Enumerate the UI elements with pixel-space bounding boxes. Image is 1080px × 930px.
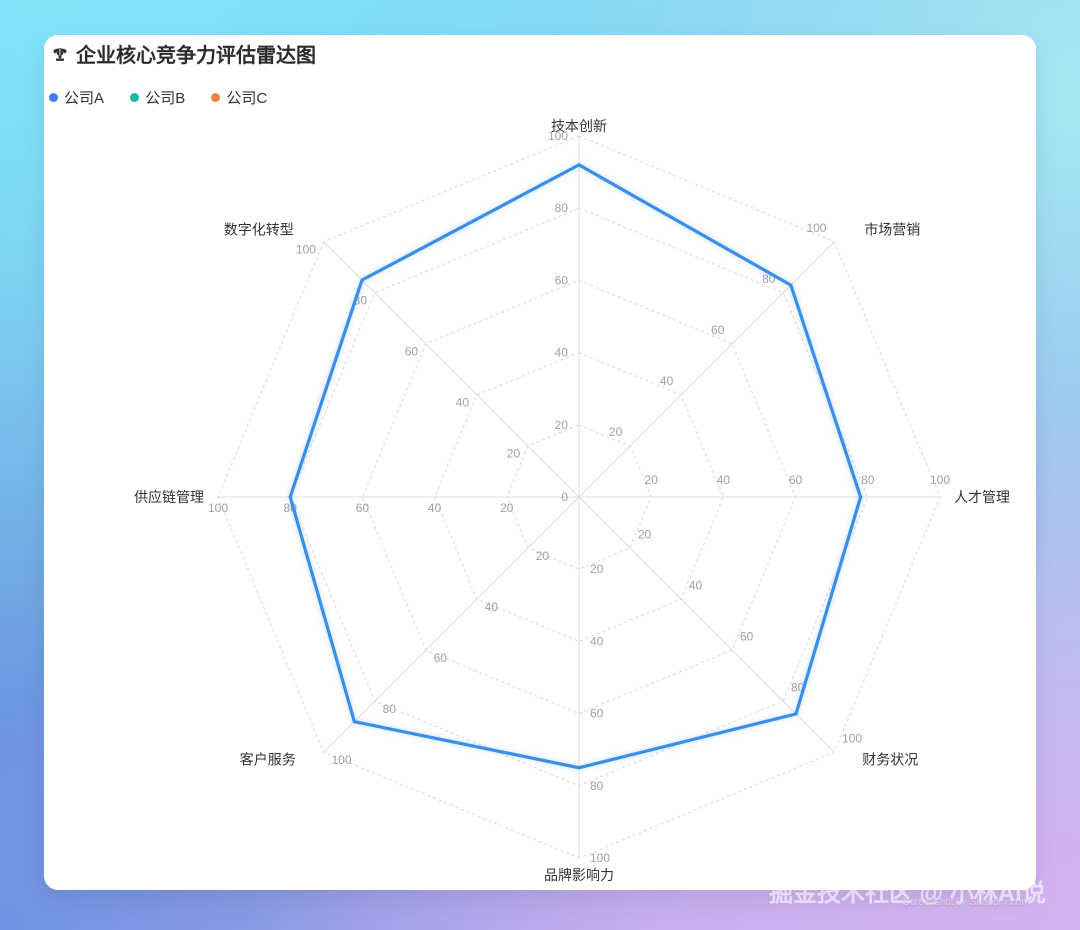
svg-text:40: 40 [590, 634, 604, 648]
svg-text:100: 100 [296, 243, 316, 257]
svg-text:40: 40 [485, 600, 499, 614]
svg-text:40: 40 [660, 374, 674, 388]
svg-text:数字化转型: 数字化转型 [224, 222, 294, 238]
svg-text:80: 80 [861, 473, 875, 487]
svg-text:20: 20 [555, 418, 569, 432]
svg-text:60: 60 [789, 473, 803, 487]
svg-text:财务状况: 财务状况 [862, 751, 918, 767]
svg-text:100: 100 [208, 501, 228, 515]
svg-text:60: 60 [740, 629, 754, 643]
svg-text:人才管理: 人才管理 [954, 489, 1010, 505]
svg-text:20: 20 [536, 549, 550, 563]
svg-text:80: 80 [383, 702, 397, 716]
svg-text:20: 20 [645, 473, 659, 487]
svg-text:60: 60 [405, 345, 419, 359]
svg-text:供应链管理: 供应链管理 [134, 489, 204, 505]
svg-text:20: 20 [507, 447, 521, 461]
svg-text:40: 40 [717, 473, 731, 487]
svg-text:80: 80 [590, 779, 604, 793]
svg-text:60: 60 [434, 651, 448, 665]
svg-text:客户服务: 客户服务 [240, 751, 296, 767]
svg-text:20: 20 [609, 425, 623, 439]
svg-text:100: 100 [590, 851, 610, 865]
svg-text:技本创新: 技本创新 [551, 118, 607, 134]
svg-text:60: 60 [590, 707, 604, 721]
svg-text:60: 60 [555, 273, 569, 287]
svg-text:100: 100 [930, 473, 950, 487]
svg-text:20: 20 [590, 562, 604, 576]
svg-text:40: 40 [428, 501, 442, 515]
svg-text:品牌影响力: 品牌影响力 [544, 867, 614, 883]
svg-text:40: 40 [456, 396, 470, 410]
svg-text:100: 100 [806, 221, 826, 235]
svg-text:20: 20 [638, 527, 652, 541]
svg-text:40: 40 [689, 578, 703, 592]
svg-text:60: 60 [711, 323, 725, 337]
svg-text:100: 100 [842, 731, 862, 745]
svg-text:0: 0 [561, 490, 568, 504]
svg-text:60: 60 [356, 501, 370, 515]
svg-text:市场营销: 市场营销 [864, 222, 920, 238]
svg-text:40: 40 [555, 346, 569, 360]
svg-text:80: 80 [555, 201, 569, 215]
svg-text:20: 20 [500, 501, 514, 515]
svg-text:100: 100 [332, 753, 352, 767]
